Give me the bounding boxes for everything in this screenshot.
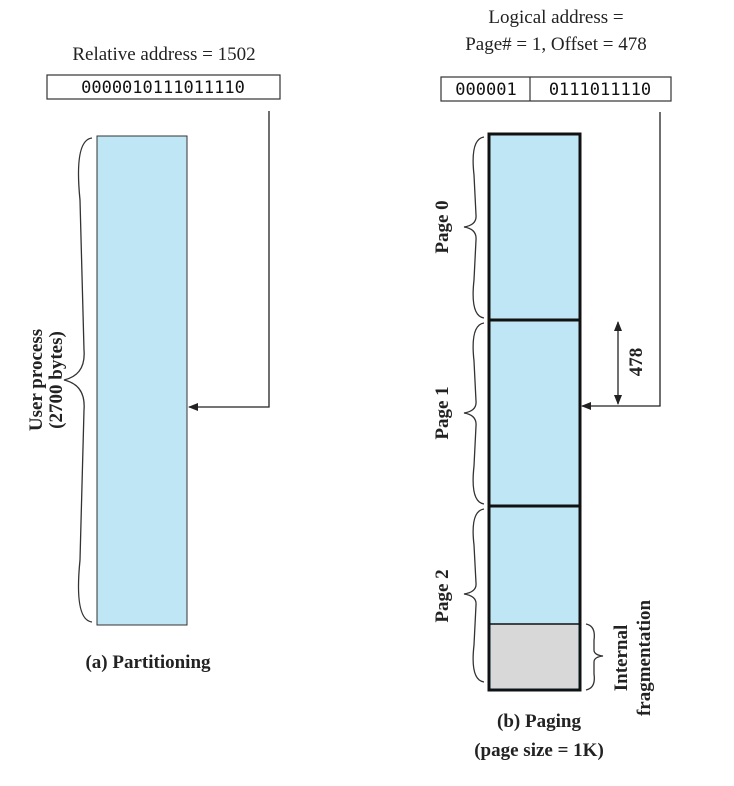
page-number-bits: 000001 — [455, 80, 516, 100]
relative-address-label: Relative address = 1502 — [72, 44, 255, 65]
page-1-frame — [487, 318, 582, 508]
fragmentation-label-line1: Internal — [611, 625, 632, 692]
internal-fragmentation-area — [491, 624, 578, 688]
logical-address-register — [440, 76, 672, 102]
page-0-label: Page 0 — [432, 200, 453, 253]
offset-bits: 0111011110 — [549, 80, 651, 100]
partitioning-panel: Relative address = 1502 0000010111011110… — [26, 44, 281, 673]
fragmentation-brace — [585, 623, 604, 691]
user-process-brace — [63, 137, 93, 623]
partitioning-caption: (a) Partitioning — [85, 652, 211, 673]
user-process-label: User process — [26, 329, 47, 431]
paging-panel: Logical address = Page# = 1, Offset = 47… — [432, 7, 672, 761]
logical-address-arrow — [581, 112, 661, 410]
offset-dimension-label: 478 — [626, 348, 647, 377]
relative-address-register — [46, 74, 281, 100]
user-process-partition — [96, 135, 188, 626]
paging-caption: (b) Paging — [497, 711, 581, 732]
user-process-size: (2700 bytes) — [46, 331, 67, 429]
page-2-brace — [463, 508, 485, 683]
relative-address-bits: 0000010111011110 — [81, 78, 245, 98]
logical-address-breakdown: Page# = 1, Offset = 478 — [465, 34, 647, 55]
logical-address-label: Logical address = — [488, 7, 623, 28]
page-2-label: Page 2 — [432, 569, 453, 622]
page-1-label: Page 1 — [432, 386, 453, 439]
fragmentation-label-line2: fragmentation — [634, 600, 655, 717]
page-0-brace — [463, 136, 485, 319]
relative-address-arrow — [188, 111, 270, 411]
page-0-frame — [487, 132, 582, 322]
page-1-brace — [463, 322, 485, 505]
paging-page-size: (page size = 1K) — [474, 740, 604, 761]
